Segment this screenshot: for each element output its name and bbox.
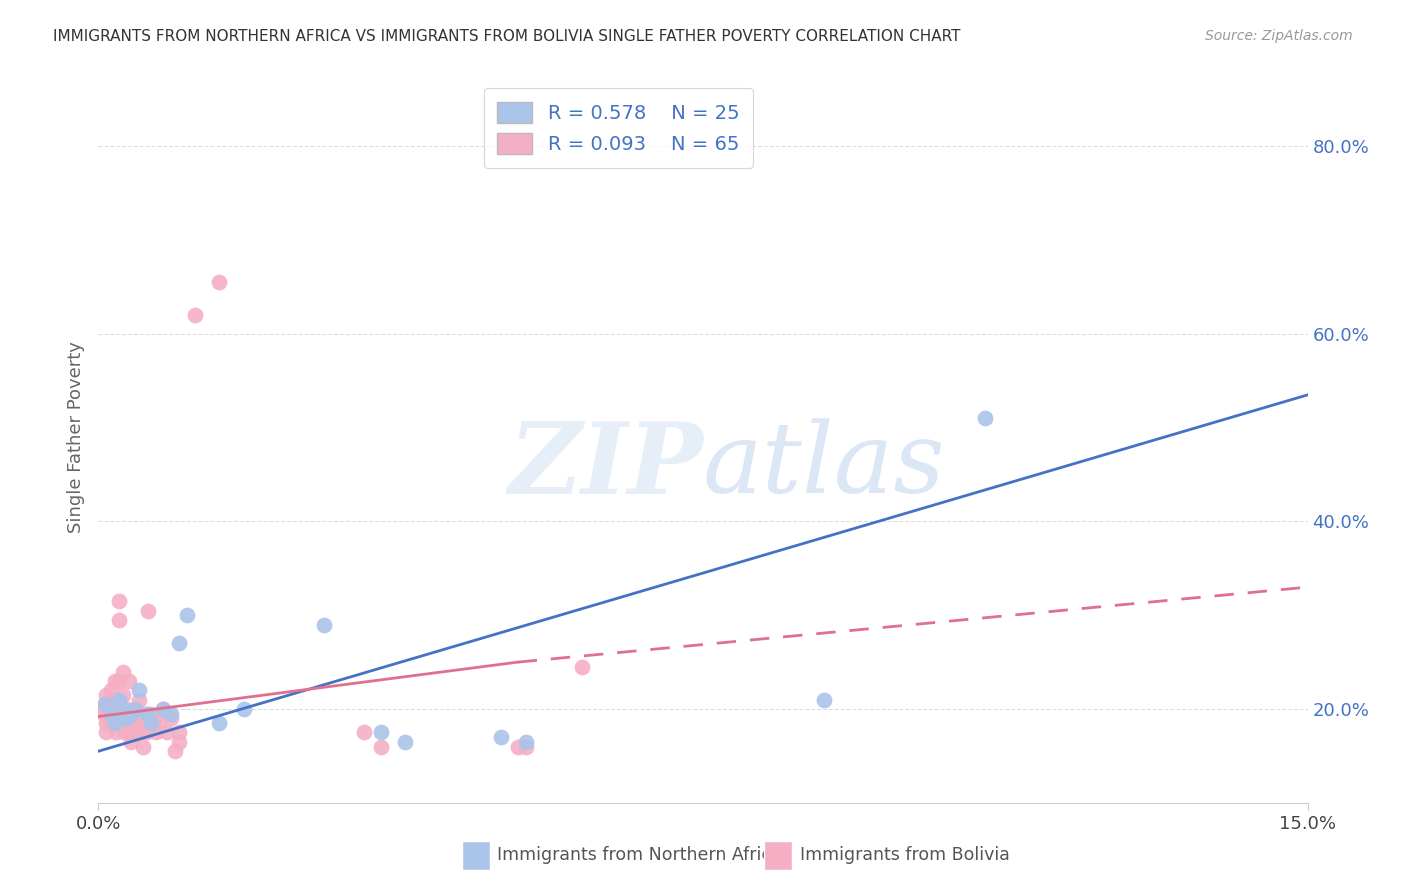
Point — [124, 702, 146, 716]
Point — [96, 725, 118, 739]
Point — [491, 730, 513, 744]
Point — [148, 716, 170, 731]
Point — [100, 716, 122, 731]
Point — [124, 725, 146, 739]
Point — [100, 683, 122, 698]
Text: Immigrants from Bolivia: Immigrants from Bolivia — [800, 847, 1010, 864]
Point — [118, 673, 141, 688]
Point — [105, 725, 128, 739]
Point — [107, 692, 129, 706]
Text: Immigrants from Northern Africa: Immigrants from Northern Africa — [498, 847, 782, 864]
Point — [115, 711, 138, 725]
Point — [128, 692, 150, 706]
Point — [127, 716, 149, 731]
Point — [120, 735, 142, 749]
Point — [232, 702, 254, 716]
Point — [134, 716, 156, 731]
Point — [515, 735, 537, 749]
Point — [97, 702, 120, 716]
Point — [128, 683, 150, 698]
Point — [120, 706, 142, 721]
Point — [128, 706, 150, 721]
Point — [103, 711, 125, 725]
Point — [100, 698, 122, 712]
Point — [139, 716, 162, 731]
Point — [100, 706, 122, 721]
Point — [111, 702, 134, 716]
Legend: R = 0.578    N = 25, R = 0.093    N = 65: R = 0.578 N = 25, R = 0.093 N = 65 — [484, 88, 754, 168]
Text: Source: ZipAtlas.com: Source: ZipAtlas.com — [1205, 29, 1353, 43]
Point — [515, 739, 537, 754]
Point — [129, 725, 152, 739]
Point — [184, 308, 207, 322]
Point — [96, 688, 118, 702]
Point — [160, 706, 183, 721]
Point — [132, 739, 155, 754]
Point — [111, 716, 134, 731]
Point — [163, 744, 186, 758]
Point — [139, 706, 162, 721]
Point — [152, 702, 174, 716]
Point — [156, 725, 179, 739]
Point — [506, 739, 529, 754]
Point — [107, 673, 129, 688]
Point — [96, 706, 118, 721]
Point — [314, 617, 336, 632]
Point — [100, 706, 122, 721]
Point — [110, 702, 132, 716]
Point — [160, 711, 183, 725]
Point — [118, 725, 141, 739]
Point — [394, 735, 416, 749]
Point — [135, 706, 157, 721]
Point — [152, 702, 174, 716]
Point — [94, 716, 117, 731]
Point — [121, 716, 143, 731]
Text: IMMIGRANTS FROM NORTHERN AFRICA VS IMMIGRANTS FROM BOLIVIA SINGLE FATHER POVERTY: IMMIGRANTS FROM NORTHERN AFRICA VS IMMIG… — [53, 29, 960, 44]
Point — [91, 702, 114, 716]
Point — [112, 725, 135, 739]
Point — [107, 594, 129, 608]
Point — [105, 706, 128, 721]
Point — [103, 673, 125, 688]
Point — [107, 716, 129, 731]
Point — [571, 660, 593, 674]
Point — [103, 692, 125, 706]
Point — [208, 276, 231, 290]
Point — [107, 692, 129, 706]
Point — [167, 725, 190, 739]
Point — [124, 702, 146, 716]
Point — [167, 735, 190, 749]
Point — [94, 698, 117, 712]
Point — [974, 411, 997, 425]
Point — [813, 692, 835, 706]
Point — [107, 711, 129, 725]
Point — [135, 725, 157, 739]
Point — [138, 603, 160, 617]
Text: atlas: atlas — [703, 418, 946, 514]
Point — [94, 698, 117, 712]
Point — [111, 665, 134, 679]
Point — [145, 725, 167, 739]
Point — [115, 711, 138, 725]
Point — [370, 739, 392, 754]
Point — [135, 706, 157, 721]
Point — [176, 608, 198, 623]
Point — [167, 636, 190, 650]
Point — [111, 688, 134, 702]
Point — [208, 716, 231, 731]
Point — [101, 706, 124, 721]
Text: ZIP: ZIP — [508, 418, 703, 515]
Point — [93, 706, 115, 721]
Point — [111, 706, 134, 721]
Y-axis label: Single Father Poverty: Single Father Poverty — [66, 341, 84, 533]
Point — [107, 613, 129, 627]
Point — [103, 716, 125, 731]
Point — [120, 706, 142, 721]
Point — [353, 725, 375, 739]
Point — [370, 725, 392, 739]
Point — [115, 702, 138, 716]
Point — [143, 711, 166, 725]
